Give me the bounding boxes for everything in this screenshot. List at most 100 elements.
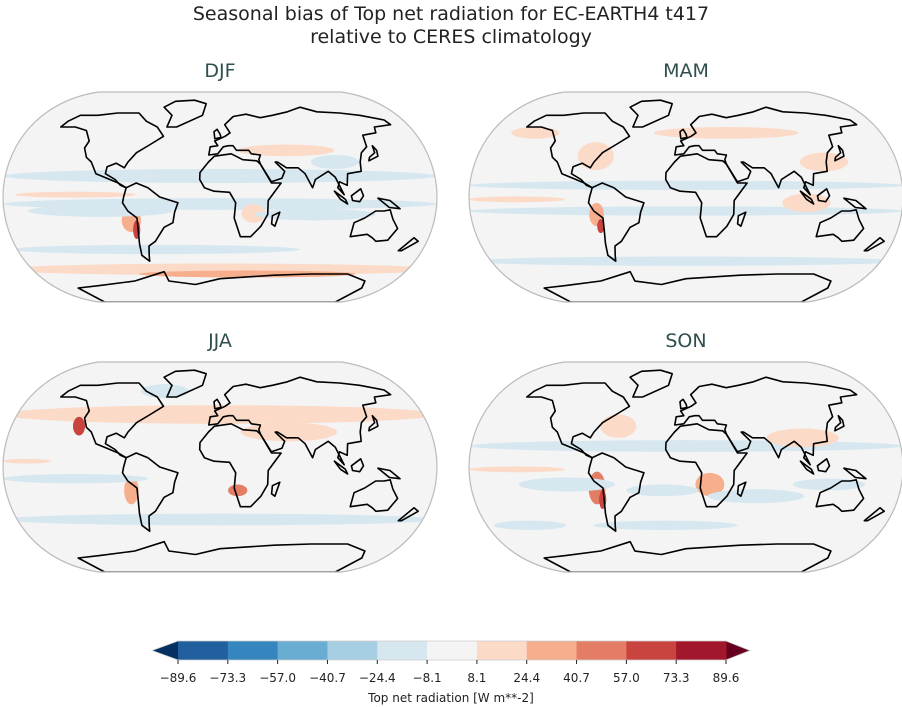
colorbar-tick-label: 40.7 — [563, 671, 590, 685]
map-panel-mam — [468, 91, 902, 303]
coastline-japan — [368, 414, 379, 432]
bias-region — [3, 405, 437, 424]
bias-region — [240, 422, 338, 442]
bias-region — [3, 513, 437, 526]
coastline-australia — [815, 479, 865, 513]
coastline-japan — [368, 144, 379, 162]
colorbar-segment — [427, 641, 478, 660]
bias-region — [577, 142, 614, 171]
bias-region — [10, 244, 301, 255]
coastline-north-america — [60, 382, 165, 459]
coastline-greenland — [163, 369, 207, 398]
bias-region — [597, 219, 605, 234]
bias-region — [255, 208, 376, 221]
colorbar-segment — [676, 641, 727, 660]
colorbar-label: Top net radiation [W m**-2] — [367, 691, 534, 705]
bias-region — [72, 416, 86, 436]
map-panel-jja — [2, 361, 438, 573]
figure-title-line2: relative to CERES climatology — [310, 26, 592, 48]
bias-region — [493, 520, 566, 530]
coastline-eurasia — [674, 106, 858, 196]
bias-region — [469, 180, 902, 191]
coastline-greenland — [629, 369, 673, 398]
coastline-borneo — [350, 188, 365, 203]
bias-region — [124, 476, 139, 505]
panel-title-son: SON — [665, 330, 707, 352]
coastline-north-america — [60, 112, 165, 189]
coastline-uk — [679, 398, 688, 410]
bias-region — [15, 191, 136, 198]
colorbar-tick-label: −24.4 — [359, 671, 396, 685]
coastline-uk — [213, 128, 222, 140]
map-panel-djf — [2, 91, 438, 303]
coastline-japan — [834, 414, 845, 432]
colorbar-segment — [576, 641, 627, 660]
colorbar-over-arrow — [726, 641, 750, 660]
colorbar-tick-label: 57.0 — [613, 671, 640, 685]
coastline-new-guinea — [843, 197, 867, 210]
colorbar-under-arrow — [152, 641, 178, 660]
coastline-uk — [213, 398, 222, 410]
coastline-uk — [679, 128, 688, 140]
coastline-madagascar — [736, 481, 747, 497]
coastline-australia — [349, 209, 399, 243]
map-outline — [468, 361, 902, 573]
coastline-south-america — [587, 452, 645, 532]
coastline-japan — [834, 144, 845, 162]
bias-region — [653, 127, 799, 139]
colorbar-segment — [377, 641, 428, 660]
colorbar-segment — [227, 641, 279, 660]
colorbar-tick-label: −57.0 — [259, 671, 296, 685]
coastline-new-guinea — [843, 467, 867, 480]
coastline-greenland — [163, 99, 207, 128]
bias-region — [469, 256, 902, 266]
bias-region — [626, 484, 699, 497]
coastline-antarctica — [77, 540, 366, 572]
coastline-africa — [664, 153, 748, 238]
bias-region — [518, 477, 615, 492]
bias-region — [237, 144, 335, 157]
coastline-antarctica — [543, 540, 832, 572]
coastline-madagascar — [736, 211, 747, 227]
map-outline — [2, 91, 438, 303]
coastline-antarctica — [77, 270, 366, 302]
coastline-sumatra — [333, 460, 349, 475]
bias-region — [469, 196, 566, 203]
colorbar-tick-label: 73.3 — [663, 671, 690, 685]
coastline-north-america — [526, 112, 631, 189]
colorbar-tick-label: −73.3 — [209, 671, 246, 685]
coastline-eurasia — [674, 376, 858, 466]
colorbar-segment — [178, 641, 229, 660]
colorbar-segment — [327, 641, 378, 660]
coastline-new-zealand — [397, 237, 419, 252]
coastline-new-guinea — [377, 197, 401, 210]
coastline-greenland — [629, 99, 673, 128]
coastline-sumatra — [799, 190, 815, 205]
bias-region — [27, 205, 173, 217]
coastline-madagascar — [270, 481, 281, 497]
bias-region — [511, 127, 560, 139]
bias-region — [695, 472, 725, 497]
bias-region — [3, 458, 52, 464]
bias-region — [310, 155, 360, 169]
colorbar-tick-label: 8.1 — [467, 671, 486, 685]
bias-region — [241, 204, 266, 223]
coastline-africa — [664, 423, 748, 508]
panel-title-mam: MAM — [663, 60, 709, 82]
bias-region — [3, 474, 149, 484]
map-panel-son — [468, 361, 902, 573]
coastline-sumatra — [333, 190, 349, 205]
map-outline — [2, 361, 438, 573]
bias-region — [592, 520, 738, 530]
map-outline — [468, 91, 902, 303]
coastline-new-zealand — [863, 507, 885, 522]
coastline-africa — [198, 423, 282, 508]
coastline-australia — [349, 479, 399, 513]
bias-region — [707, 489, 805, 504]
coastline-borneo — [816, 188, 831, 203]
coastline-borneo — [350, 458, 365, 473]
colorbar-tick-label: −40.7 — [309, 671, 346, 685]
coastline-south-america — [587, 182, 645, 262]
